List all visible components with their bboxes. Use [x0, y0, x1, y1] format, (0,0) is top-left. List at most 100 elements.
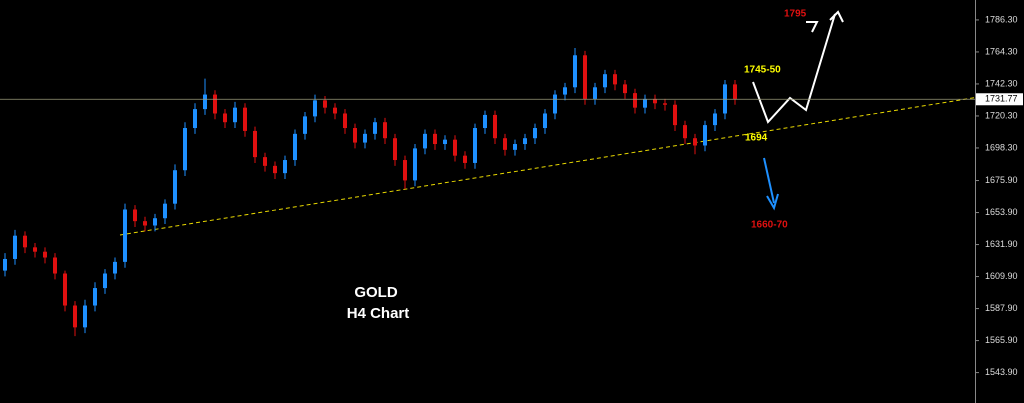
y-tick-label: 1543.90: [985, 367, 1018, 377]
candle-body: [703, 125, 707, 146]
candle-body: [663, 103, 667, 105]
candle-body: [133, 209, 137, 222]
candle-body: [363, 133, 367, 143]
candle-body: [23, 235, 27, 248]
candle-body: [623, 84, 627, 94]
candle-body: [183, 128, 187, 171]
candle-body: [413, 148, 417, 181]
candle-body: [173, 170, 177, 204]
candle-body: [233, 107, 237, 123]
candle-body: [383, 122, 387, 139]
current-price-label: 1731.77: [985, 94, 1018, 104]
candle-body: [33, 247, 37, 252]
candle-body: [513, 144, 517, 150]
y-tick-label: 1609.90: [985, 271, 1018, 281]
y-tick-label: 1698.30: [985, 142, 1018, 152]
candle-body: [143, 221, 147, 226]
candle-body: [603, 74, 607, 88]
candle-body: [453, 139, 457, 156]
candle-body: [343, 113, 347, 129]
y-tick-label: 1565.90: [985, 335, 1018, 345]
y-tick-label: 1587.90: [985, 303, 1018, 313]
candle-body: [13, 235, 17, 259]
candle-body: [573, 55, 577, 88]
candle-body: [3, 258, 7, 271]
candle-body: [253, 130, 257, 158]
annotation: 1660-70: [751, 220, 788, 231]
arrow-head: [806, 21, 819, 33]
y-tick-label: 1675.90: [985, 175, 1018, 185]
candle-body: [243, 107, 247, 131]
candle-body: [633, 93, 637, 108]
chart-subtitle: H4 Chart: [347, 305, 410, 322]
candle-body: [223, 113, 227, 123]
candle-body: [43, 251, 47, 258]
candle-body: [263, 157, 267, 166]
candle-body: [683, 125, 687, 139]
candle-body: [653, 98, 657, 104]
candle-body: [403, 160, 407, 181]
y-tick-label: 1720.30: [985, 110, 1018, 120]
candle-body: [153, 218, 157, 226]
candle-body: [553, 94, 557, 114]
candle-body: [193, 109, 197, 129]
candle-body: [83, 305, 87, 328]
candle-body: [53, 257, 57, 274]
annotation: 1694: [745, 133, 768, 144]
candle-body: [333, 107, 337, 114]
candle-body: [123, 209, 127, 262]
candle-body: [63, 273, 67, 306]
candle-body: [73, 305, 77, 328]
annotation: 1795: [784, 9, 807, 20]
candle-body: [273, 165, 277, 174]
candle-body: [323, 100, 327, 108]
y-tick-label: 1764.30: [985, 46, 1018, 56]
y-tick-label: 1786.30: [985, 14, 1018, 24]
candle-body: [313, 100, 317, 117]
candle-body: [353, 128, 357, 143]
candle-body: [203, 94, 207, 110]
candle-body: [423, 133, 427, 149]
arrow-head: [829, 10, 844, 23]
candle-body: [483, 114, 487, 129]
candle-body: [373, 122, 377, 134]
current-price-box: [976, 93, 1023, 106]
candle-body: [93, 288, 97, 306]
candle-body: [463, 155, 467, 163]
candle-body: [643, 98, 647, 108]
candle-body: [393, 138, 397, 161]
candle-body: [303, 116, 307, 134]
y-tick-label: 1653.90: [985, 207, 1018, 217]
candle-body: [283, 160, 287, 174]
candle-body: [533, 128, 537, 139]
down-arrow: [763, 157, 775, 204]
candle-body: [503, 138, 507, 150]
candle-body: [733, 84, 737, 99]
arrow-head: [766, 193, 779, 211]
candle-body: [563, 87, 567, 95]
candle-body: [163, 203, 167, 219]
y-tick-label: 1742.30: [985, 78, 1018, 88]
candle-body: [433, 133, 437, 145]
candle-body: [443, 139, 447, 145]
chart-title: GOLD: [354, 284, 397, 301]
candle-body: [543, 113, 547, 129]
candle-body: [213, 94, 217, 114]
trend-line: [119, 95, 986, 236]
y-tick-label: 1631.90: [985, 239, 1018, 249]
candle-body: [613, 74, 617, 85]
candle-body: [693, 138, 697, 146]
candle-body: [293, 133, 297, 161]
candle-body: [473, 128, 477, 163]
candle-body: [713, 113, 717, 126]
up-arrow: [752, 13, 836, 124]
candle-body: [673, 104, 677, 126]
candle-body: [593, 87, 597, 99]
candle-body: [103, 273, 107, 289]
candle-body: [493, 114, 497, 139]
candle-body: [583, 55, 587, 99]
candle-body: [113, 261, 117, 274]
annotation: 1745-50: [744, 65, 781, 76]
